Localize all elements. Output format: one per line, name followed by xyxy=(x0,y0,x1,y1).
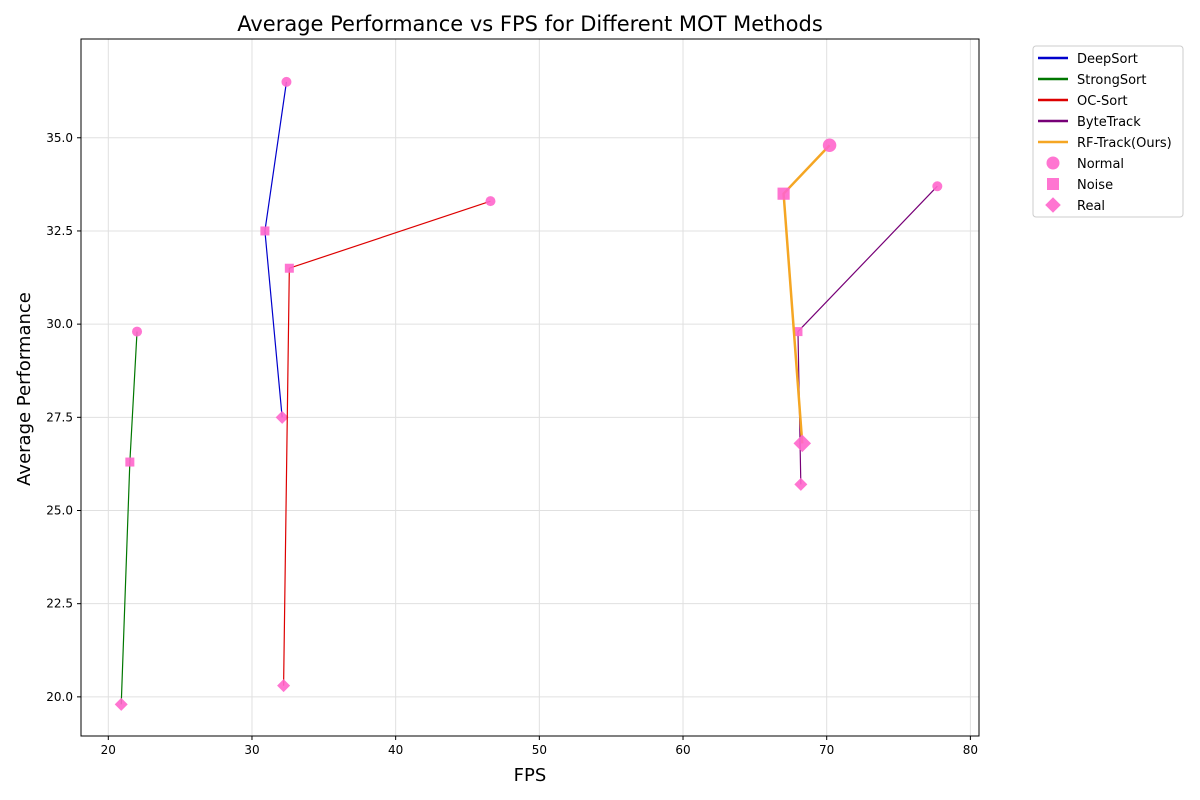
y-tick-label: 27.5 xyxy=(46,410,73,424)
x-tick-label: 30 xyxy=(244,743,259,757)
legend-frame xyxy=(1032,45,1184,218)
y-tick-label: 32.5 xyxy=(46,224,73,238)
data-point-deepsort-normal xyxy=(281,76,292,87)
legend-label-normal: Normal xyxy=(1077,157,1124,172)
y-tick-label: 20.0 xyxy=(46,690,73,704)
legend-label-oc-sort: OC-Sort xyxy=(1077,94,1128,109)
y-tick-label: 35.0 xyxy=(46,131,73,145)
y-axis-label: Average Performance xyxy=(14,292,35,486)
chart-title: Average Performance vs FPS for Different… xyxy=(237,12,823,36)
data-point-oc-sort-real xyxy=(277,679,291,693)
legend-label-rf-track-ours: RF-Track(Ours) xyxy=(1077,136,1172,151)
data-point-strongsort-real xyxy=(114,697,128,711)
legend: DeepSort StrongSort OC-Sort ByteTrack RF-Tra… xyxy=(1032,45,1184,218)
series-deepsort xyxy=(260,76,292,424)
y-tick-label: 25.0 xyxy=(46,504,73,518)
data-point-strongsort-normal xyxy=(132,326,143,337)
legend-marker-normal xyxy=(1046,156,1060,170)
y-tick-label: 22.5 xyxy=(46,597,73,611)
data-point-rf-track-ours-normal xyxy=(822,138,837,152)
legend-label-real: Real xyxy=(1077,199,1105,214)
legend-label-deepsort: DeepSort xyxy=(1077,52,1138,67)
series-bytetrack xyxy=(793,181,943,491)
x-axis-label: FPS xyxy=(514,765,547,786)
legend-marker-noise xyxy=(1047,178,1059,190)
x-tick-label: 60 xyxy=(675,743,690,757)
data-point-oc-sort-normal xyxy=(485,196,496,207)
data-point-bytetrack-noise xyxy=(793,327,803,337)
plot-frame xyxy=(80,38,980,737)
series-line-rf-track-ours xyxy=(782,144,831,444)
series-oc-sort xyxy=(277,196,496,693)
x-tick-label: 40 xyxy=(388,743,403,757)
series-line-strongsort xyxy=(120,331,138,705)
series-rf-track-ours xyxy=(777,138,837,453)
data-point-bytetrack-normal xyxy=(932,181,943,192)
series-line-deepsort xyxy=(264,81,288,418)
data-point-deepsort-real xyxy=(275,410,289,424)
data-point-strongsort-noise xyxy=(125,457,135,467)
x-tick-label: 70 xyxy=(819,743,834,757)
data-point-rf-track-ours-real xyxy=(793,434,812,453)
tick-layer: 20 30 40 50 60 70 80 20.0 22.5 25.0 27.5 30.0 32.5 35… xyxy=(46,131,978,757)
series-strongsort xyxy=(114,326,143,711)
x-tick-label: 80 xyxy=(963,743,978,757)
y-tick-label: 30.0 xyxy=(46,317,73,331)
data-point-rf-track-ours-noise xyxy=(777,187,790,200)
legend-label-strongsort: StrongSort xyxy=(1077,73,1147,88)
data-point-oc-sort-noise xyxy=(284,263,294,273)
series-layer xyxy=(114,76,943,711)
x-tick-label: 50 xyxy=(532,743,547,757)
legend-label-bytetrack: ByteTrack xyxy=(1077,115,1141,130)
legend-marker-real xyxy=(1045,197,1061,213)
x-tick-label: 20 xyxy=(101,743,116,757)
legend-label-noise: Noise xyxy=(1077,178,1113,193)
data-point-bytetrack-real xyxy=(794,477,808,491)
grid-layer xyxy=(81,39,979,736)
series-line-oc-sort xyxy=(282,200,491,686)
data-point-deepsort-noise xyxy=(260,226,270,236)
